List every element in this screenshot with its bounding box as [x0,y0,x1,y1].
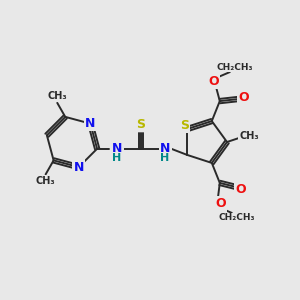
Text: S: S [136,118,146,131]
Text: CH₂CH₃: CH₂CH₃ [218,213,255,222]
Text: H: H [112,153,122,163]
Text: N: N [85,117,96,130]
Text: H: H [160,153,170,163]
Text: N: N [160,142,170,155]
Text: N: N [112,142,122,155]
Text: CH₃: CH₃ [36,176,56,186]
Text: O: O [238,91,249,103]
Text: CH₃: CH₃ [239,131,259,141]
Text: CH₃: CH₃ [47,91,67,101]
Text: O: O [208,75,219,88]
Text: S: S [180,118,189,132]
Text: N: N [74,160,84,174]
Text: O: O [236,183,246,196]
Text: CH₂CH₃: CH₂CH₃ [217,63,253,72]
Text: O: O [215,197,226,210]
